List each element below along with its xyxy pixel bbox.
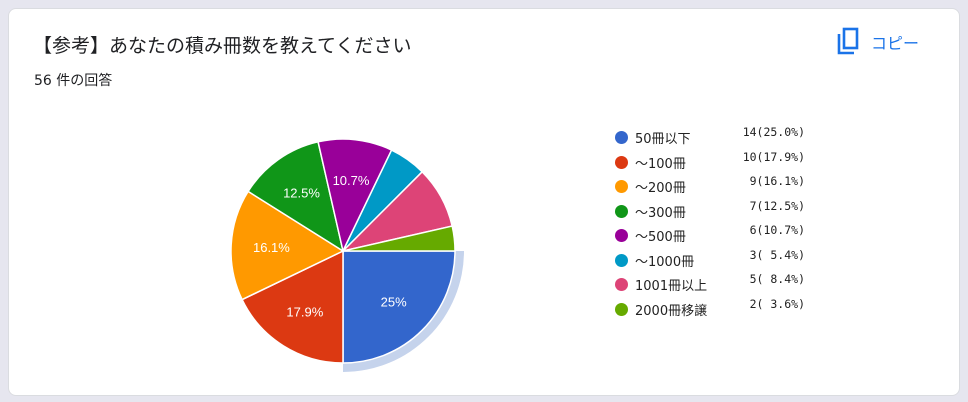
pie-slice-label: 17.9% (286, 305, 323, 320)
legend-item[interactable]: 〜200冊 9(16.1%) (613, 174, 813, 199)
legend-value: 6(10.7%) (742, 223, 805, 237)
pie-chart: 25% 17.9% 16.1% 12.5% 10.7% (230, 138, 464, 372)
pie-slice-label: 10.7% (333, 173, 370, 188)
legend-swatch (615, 253, 628, 267)
pie-slice-200[interactable] (230, 190, 345, 301)
response-count: 56 件の回答 (34, 73, 113, 89)
legend-label: 1001冊以上 (635, 279, 708, 294)
legend-swatch (615, 180, 628, 193)
legend-item[interactable]: 〜500冊 6(10.7%) (613, 223, 813, 248)
legend-swatch (615, 278, 628, 291)
legend-item[interactable]: 2000冊移譲 2( 3.6%) (613, 297, 813, 322)
question-title: 【参考】あなたの積み冊数を教えてください (33, 35, 412, 57)
legend-label: 〜1000冊 (635, 254, 695, 270)
pie-slice-300[interactable] (247, 140, 345, 253)
copy-icon (835, 27, 861, 57)
legend-label: 〜200冊 (635, 181, 686, 196)
pie-slice-50[interactable] (342, 250, 456, 364)
legend-label: 〜100冊 (635, 156, 686, 172)
legend-swatch (615, 155, 628, 169)
legend-value: 10(17.9%) (742, 149, 805, 164)
legend-label: 2000冊移譲 (635, 303, 708, 319)
legend-label: 50冊以下 (635, 132, 691, 147)
legend-swatch (615, 302, 628, 316)
pie-slice-label: 25% (381, 295, 407, 310)
pie-slice-100[interactable] (241, 249, 344, 364)
legend-item[interactable]: 〜1000冊 3( 5.4%) (613, 248, 813, 273)
legend-value: 14(25.0%) (742, 125, 805, 139)
legend-value: 2( 3.6%) (742, 296, 805, 311)
legend-item[interactable]: 50冊以下 14(25.0%) (613, 125, 813, 150)
legend-value: 3( 5.4%) (742, 247, 805, 262)
legend-swatch (615, 204, 628, 218)
copy-label: コピー (871, 34, 920, 53)
legend-item[interactable]: 1001冊以上 5( 8.4%) (613, 272, 813, 297)
copy-button[interactable]: コピー (835, 25, 919, 59)
legend-value: 9(16.1%) (742, 174, 805, 188)
legend-swatch (615, 131, 628, 144)
legend-item[interactable]: 〜300冊 7(12.5%) (613, 199, 813, 224)
question-card: 【参考】あなたの積み冊数を教えてください 56 件の回答 コピー 25% 17.9… (8, 8, 960, 396)
pie-slice-500[interactable] (317, 138, 393, 254)
legend-value: 5( 8.4%) (742, 272, 805, 286)
legend-value: 7(12.5%) (742, 198, 805, 213)
pie-slice-2000[interactable] (342, 225, 456, 252)
chart-legend: 50冊以下 14(25.0%) 〜100冊 10(17.9%) 〜200冊 9(16.1… (613, 125, 813, 321)
legend-label: 〜300冊 (635, 205, 686, 221)
pie-slice-label: 12.5% (283, 186, 320, 201)
legend-label: 〜500冊 (635, 230, 686, 245)
legend-swatch (615, 229, 628, 242)
legend-item[interactable]: 〜100冊 10(17.9%) (613, 150, 813, 175)
pie-slice-label: 16.1% (253, 240, 290, 255)
